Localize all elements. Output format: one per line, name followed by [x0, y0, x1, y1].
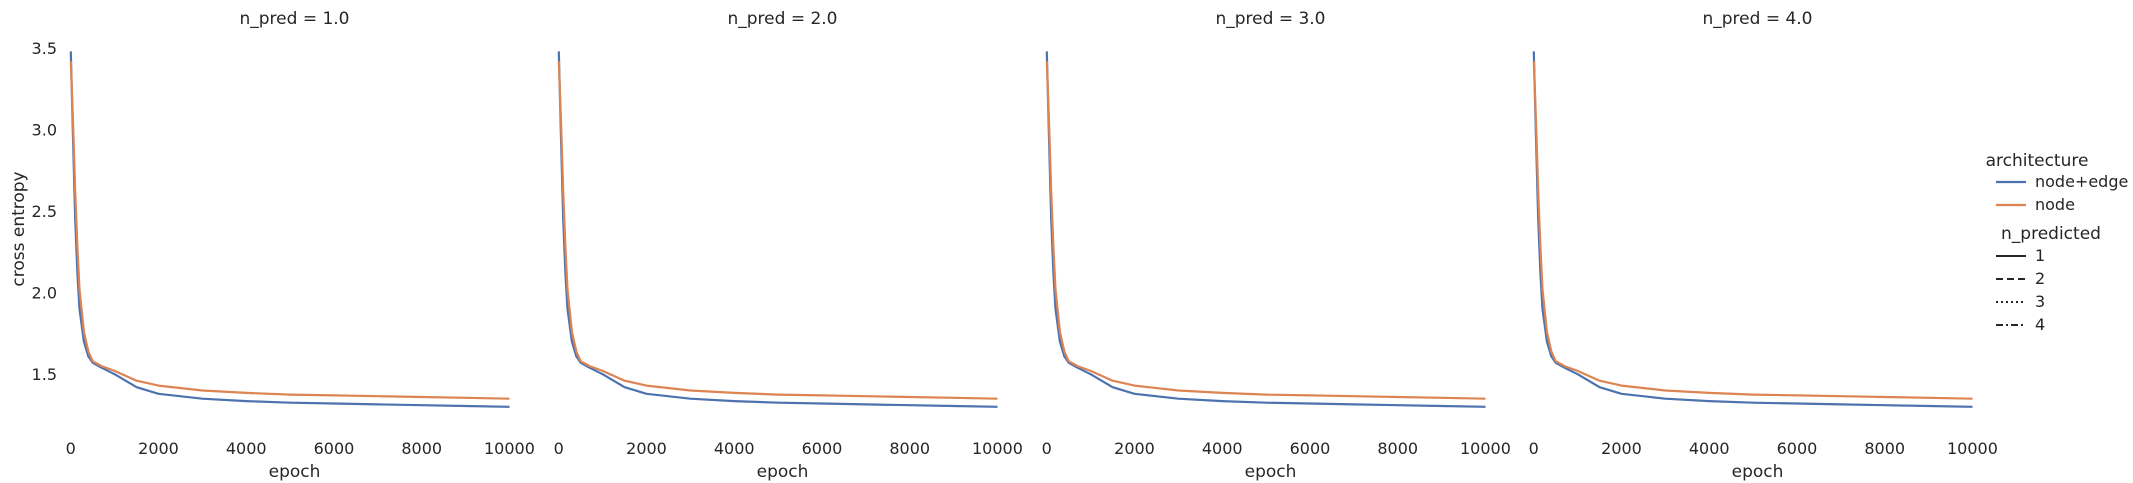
panel-4: n_pred = 4.0 0 2000 4000 6000 8000 10000 epoch: [1529, 9, 1998, 482]
x-tick-label: 8000: [1864, 439, 1905, 458]
y-tick-label: 2.0: [32, 284, 57, 303]
x-tick-label: 0: [1529, 439, 1539, 458]
series-line-node-edge: [69, 51, 510, 408]
x-axis-label: epoch: [269, 462, 321, 482]
panel-title: n_pred = 4.0: [1702, 9, 1812, 29]
x-tick-label: 6000: [1290, 439, 1331, 458]
x-tick-label: 4000: [1202, 439, 1243, 458]
x-axis-label: epoch: [757, 462, 809, 482]
x-tick-label: 0: [66, 439, 76, 458]
x-tick-label: 4000: [1689, 439, 1730, 458]
y-axis-label: cross entropy: [9, 171, 29, 286]
x-tick-label: 2000: [138, 439, 179, 458]
panel-title: n_pred = 2.0: [727, 9, 837, 29]
x-tick-label: 2000: [1601, 439, 1642, 458]
panel-2: n_pred = 2.0 0 2000 4000 6000 8000 10000 epoch: [554, 9, 1023, 482]
x-tick-label: 2000: [626, 439, 667, 458]
y-tick-label: 1.5: [32, 365, 57, 384]
series-line-node-edge: [557, 51, 998, 408]
legend-hue-label: node: [2035, 195, 2075, 214]
series-line-node-edge: [1045, 51, 1486, 408]
panel-title: n_pred = 1.0: [239, 9, 349, 29]
y-tick-label: 3.0: [32, 121, 57, 140]
legend-hue-title: architecture: [1986, 151, 2089, 171]
x-axis-label: epoch: [1732, 462, 1784, 482]
x-tick-label: 4000: [714, 439, 755, 458]
legend-style-label: 1: [2035, 246, 2045, 265]
y-tick-label: 3.5: [32, 39, 57, 58]
x-tick-label: 0: [1042, 439, 1052, 458]
legend-style-title: n_predicted: [2001, 224, 2101, 244]
x-tick-label: 10000: [972, 439, 1023, 458]
x-tick-label: 2000: [1114, 439, 1155, 458]
x-tick-label: 6000: [802, 439, 843, 458]
series-line-node-edge: [1532, 51, 1973, 408]
legend-style-label: 2: [2035, 269, 2045, 288]
series-line-node: [69, 61, 510, 400]
y-tick-label: 2.5: [32, 202, 57, 221]
x-tick-label: 8000: [401, 439, 442, 458]
x-tick-label: 6000: [314, 439, 355, 458]
panel-3: n_pred = 3.0 0 2000 4000 6000 8000 10000 epoch: [1042, 9, 1511, 482]
series-line-node: [1045, 61, 1486, 400]
legend-hue-label: node+edge: [2035, 172, 2128, 191]
panel-title: n_pred = 3.0: [1215, 9, 1325, 29]
series-line-node: [1532, 61, 1973, 400]
legend-style-label: 4: [2035, 315, 2045, 334]
legend-style-label: 3: [2035, 292, 2045, 311]
chart-panels: n_pred = 1.0 0 2000 4000 6000 8000 10000 epoch 1…: [32, 9, 1998, 482]
x-tick-label: 8000: [1377, 439, 1418, 458]
x-tick-label: 10000: [1460, 439, 1511, 458]
series-line-node: [557, 61, 998, 400]
panel-1: n_pred = 1.0 0 2000 4000 6000 8000 10000 epoch 1…: [32, 9, 535, 482]
x-tick-label: 4000: [226, 439, 267, 458]
x-axis-label: epoch: [1245, 462, 1297, 482]
x-tick-label: 10000: [484, 439, 535, 458]
x-tick-label: 8000: [889, 439, 930, 458]
x-tick-label: 0: [554, 439, 564, 458]
x-tick-label: 10000: [1947, 439, 1998, 458]
x-tick-label: 6000: [1777, 439, 1818, 458]
